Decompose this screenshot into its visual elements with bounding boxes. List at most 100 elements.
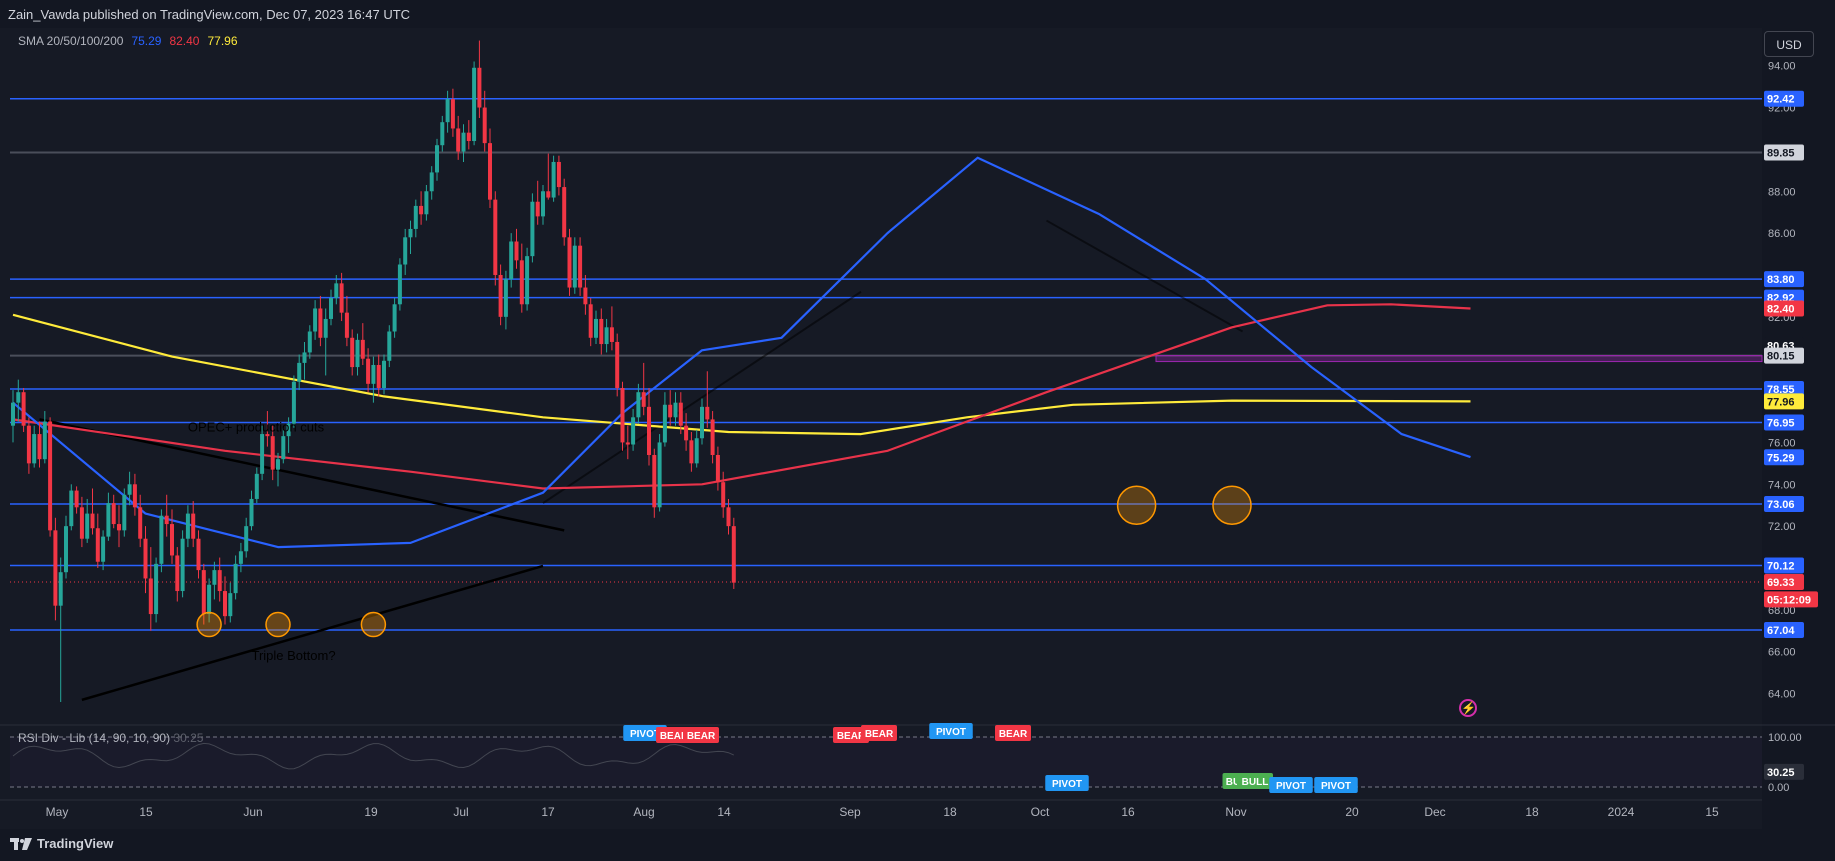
price-axis-label: 76.95 xyxy=(1764,414,1804,431)
candle-body xyxy=(721,482,726,508)
price-tick-label: 72.00 xyxy=(1768,521,1796,533)
candle xyxy=(546,153,551,200)
candle xyxy=(456,115,461,160)
candle-body xyxy=(260,434,265,474)
candle xyxy=(170,509,174,564)
bottom-marker-circle xyxy=(360,611,387,638)
candle xyxy=(615,333,620,397)
trendline-resistance xyxy=(39,418,565,532)
candle-body xyxy=(281,436,286,460)
candle xyxy=(435,138,439,181)
rsi-signal-pivot: PIVOT xyxy=(623,725,667,741)
candle xyxy=(387,325,392,368)
trendline-channel-upper xyxy=(1046,219,1244,333)
price-label-text: 05:12:09 xyxy=(1767,594,1811,606)
candle xyxy=(64,515,68,579)
candle-body xyxy=(371,364,376,384)
candle xyxy=(641,362,646,416)
candle xyxy=(53,517,58,621)
candle xyxy=(562,178,567,246)
candle-body xyxy=(111,503,116,525)
candle-body xyxy=(64,526,68,573)
rsi-signal-text: BEAR xyxy=(837,731,866,742)
candle-body xyxy=(90,513,95,529)
rsi-signal-text: PIVOT xyxy=(936,727,966,738)
candle-body xyxy=(493,199,498,275)
time-axis-label: 17 xyxy=(541,805,555,819)
rsi-value-faint: 30.25 xyxy=(173,731,204,745)
candle-body xyxy=(387,331,392,361)
rsi-tick-label: 0.00 xyxy=(1768,782,1789,794)
candle-body xyxy=(254,473,259,499)
candle xyxy=(175,547,180,602)
rsi-signal-bear: BEAR xyxy=(995,725,1031,741)
sma-indicator-name: SMA 20/50/100/200 xyxy=(18,34,124,48)
candle xyxy=(196,530,201,579)
candle xyxy=(90,488,95,535)
candle xyxy=(185,505,190,548)
candle xyxy=(392,298,397,338)
rsi-legend[interactable]: RSI Div - Lib (14, 90, 10, 90) 30.25 xyxy=(18,731,203,745)
candle-body xyxy=(11,402,15,426)
candle xyxy=(731,517,736,589)
price-label-text: 92.42 xyxy=(1767,94,1795,106)
tradingview-brand[interactable]: TradingView xyxy=(10,836,113,851)
time-axis-label: Nov xyxy=(1225,805,1246,819)
candle-body xyxy=(37,434,42,460)
sma-yellow-line xyxy=(12,313,1471,436)
price-tick-label: 86.00 xyxy=(1768,228,1796,240)
lightning-icon[interactable]: ⚡ xyxy=(1459,699,1477,717)
sma-value-yellow: 77.96 xyxy=(207,34,238,48)
price-tick-label: 66.00 xyxy=(1768,647,1796,659)
rsi-signal-bg xyxy=(833,727,869,743)
footer-bar xyxy=(0,829,1835,861)
candle xyxy=(551,155,556,202)
candle-body xyxy=(26,425,31,464)
sma-value-blue: 75.29 xyxy=(131,34,162,48)
candle-body xyxy=(419,205,424,215)
candle-body xyxy=(551,161,556,198)
bottom-marker-circle xyxy=(265,611,291,638)
candle-body xyxy=(620,388,625,443)
candle xyxy=(535,180,540,225)
candle xyxy=(583,274,588,315)
rsi-label-text: 30.25 xyxy=(1767,767,1795,779)
candle-body xyxy=(270,436,275,470)
candle xyxy=(143,526,148,594)
sma-legend[interactable]: SMA 20/50/100/200 75.29 82.40 77.96 xyxy=(18,34,246,48)
candle xyxy=(631,408,636,451)
candle xyxy=(440,115,445,152)
sma-red-line xyxy=(12,303,1471,490)
candle xyxy=(429,166,434,200)
candle xyxy=(694,429,699,468)
price-label-text: 77.96 xyxy=(1767,396,1795,408)
candle-body xyxy=(403,237,408,265)
rsi-signal-bull: BULL xyxy=(1237,773,1273,789)
candle-body xyxy=(503,279,508,317)
candle xyxy=(525,247,530,311)
candle xyxy=(578,237,583,296)
candle-body xyxy=(318,308,323,338)
candle xyxy=(85,498,90,543)
currency-button[interactable]: USD xyxy=(1764,31,1814,57)
candle-body xyxy=(175,555,180,592)
candle-body xyxy=(170,524,174,556)
candle-body xyxy=(344,312,349,338)
rsi-signal-text: BEAR xyxy=(660,731,689,742)
rsi-label-bg xyxy=(1764,763,1804,780)
rsi-signal-bear: BEAR xyxy=(683,727,719,743)
price-axis-label: 92.42 xyxy=(1764,90,1804,107)
candle xyxy=(371,356,376,403)
candle-body xyxy=(546,191,551,198)
candle-body xyxy=(238,551,243,564)
candle-body xyxy=(599,318,604,345)
price-label-bg xyxy=(1764,347,1804,364)
candle xyxy=(408,220,413,255)
price-axis-label: 77.96 xyxy=(1764,393,1804,410)
candle-body xyxy=(323,318,328,338)
candle-body xyxy=(408,228,413,238)
candle-body xyxy=(233,563,238,594)
candle-body xyxy=(42,421,47,460)
candle-body xyxy=(726,507,731,527)
